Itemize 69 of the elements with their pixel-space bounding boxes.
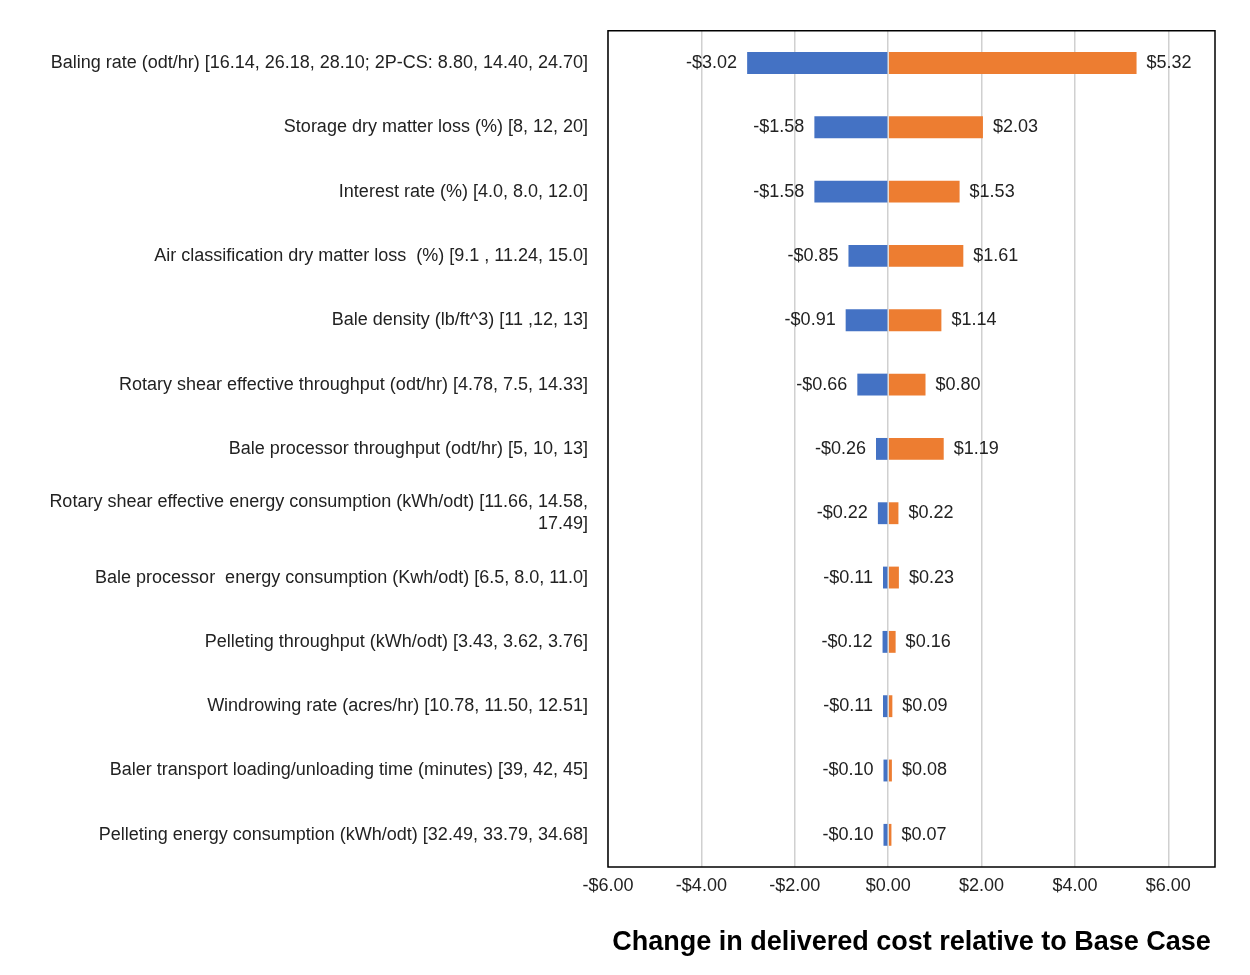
x-tick-label: -$2.00	[769, 874, 821, 895]
x-tick-label: $4.00	[1052, 874, 1098, 895]
bar	[888, 566, 899, 589]
x-tick-label: $2.00	[959, 874, 1005, 895]
data-label: $0.09	[902, 695, 948, 716]
y-tick-label: Bale processor energy consumption (Kwh/odt) [6.5, 8.0, 11.0]	[95, 566, 588, 587]
bar	[888, 502, 899, 525]
bar	[877, 502, 888, 525]
bar	[888, 630, 896, 653]
bar	[888, 759, 892, 782]
y-tick-label: Air classification dry matter loss (%) [9.1 , 11.24, 15.0]	[154, 244, 588, 265]
bar	[883, 759, 888, 782]
y-tick-label: Windrowing rate (acres/hr) [10.78, 11.50, 12.51]	[207, 695, 588, 716]
x-tick-label: $6.00	[1145, 874, 1191, 895]
data-label: -$3.02	[686, 51, 738, 72]
y-tick-label: Bale processor throughput (odt/hr) [5, 10, 13]	[228, 437, 588, 458]
data-label: $1.19	[953, 437, 999, 458]
x-tick-label: -$4.00	[675, 874, 727, 895]
data-label: -$0.85	[787, 244, 839, 265]
bar	[883, 695, 888, 718]
bar	[857, 373, 888, 396]
data-label: $0.16	[905, 630, 951, 651]
data-label: -$1.58	[753, 116, 805, 137]
data-label: $0.80	[935, 373, 981, 394]
data-label: $2.03	[992, 116, 1038, 137]
bar	[888, 309, 942, 332]
data-label: $0.22	[908, 502, 954, 523]
x-tick-label: -$6.00	[582, 874, 634, 895]
bar	[747, 52, 888, 74]
data-label: $5.32	[1146, 51, 1192, 72]
x-tick-label: $0.00	[865, 874, 911, 895]
y-tick-label: Rotary shear effective energy consumption (kWh/odt) [11.66, 14.58, 17.49]	[49, 491, 588, 533]
bar	[845, 309, 888, 332]
data-label: -$0.91	[784, 309, 836, 330]
bar	[888, 373, 926, 396]
bar	[888, 180, 960, 203]
bar	[876, 437, 888, 460]
y-tick-label: Storage dry matter loss (%) [8, 12, 20]	[283, 116, 588, 137]
y-tick-label: Rotary shear effective throughput (odt/hr) [4.78, 7.5, 14.33]	[119, 373, 588, 394]
data-label: -$1.58	[753, 180, 805, 201]
y-tick-label: Baler transport loading/unloading time (minutes) [39, 42, 45]	[109, 759, 588, 780]
data-label: -$0.10	[822, 759, 874, 780]
y-tick-label: Pelleting energy consumption (kWh/odt) [32.49, 33.79, 34.68]	[98, 823, 588, 844]
data-label: -$0.12	[821, 630, 873, 651]
bar	[888, 437, 944, 460]
bar	[888, 52, 1137, 74]
data-label: $0.08	[901, 759, 947, 780]
y-tick-label: Baling rate (odt/hr) [16.14, 26.18, 28.10; 2P-CS: 8.80, 14.40, 24.70]	[50, 51, 588, 72]
bar	[848, 245, 888, 267]
bar	[888, 116, 983, 139]
bar	[814, 180, 888, 203]
data-label: -$0.10	[822, 823, 874, 844]
data-label: -$0.66	[796, 373, 848, 394]
bar	[814, 116, 888, 139]
data-label: -$0.26	[814, 437, 867, 458]
data-label: $0.07	[901, 823, 947, 844]
bar	[888, 245, 964, 267]
data-label: $1.53	[969, 180, 1015, 201]
x-axis-title: Change in delivered cost relative to Base Case	[612, 926, 1211, 957]
data-label: -$0.11	[823, 695, 874, 716]
bar	[883, 823, 888, 846]
data-label: $1.61	[973, 244, 1019, 265]
data-label: -$0.11	[823, 566, 874, 587]
y-tick-label: Bale density (lb/ft^3) [11 ,12, 13]	[331, 309, 588, 330]
data-label: $1.14	[951, 309, 997, 330]
data-label: -$0.22	[816, 502, 868, 523]
data-label: $0.23	[908, 566, 954, 587]
y-tick-label: Interest rate (%) [4.0, 8.0, 12.0]	[338, 180, 588, 201]
y-tick-label: Pelleting throughput (kWh/odt) [3.43, 3.62, 3.76]	[204, 630, 588, 651]
